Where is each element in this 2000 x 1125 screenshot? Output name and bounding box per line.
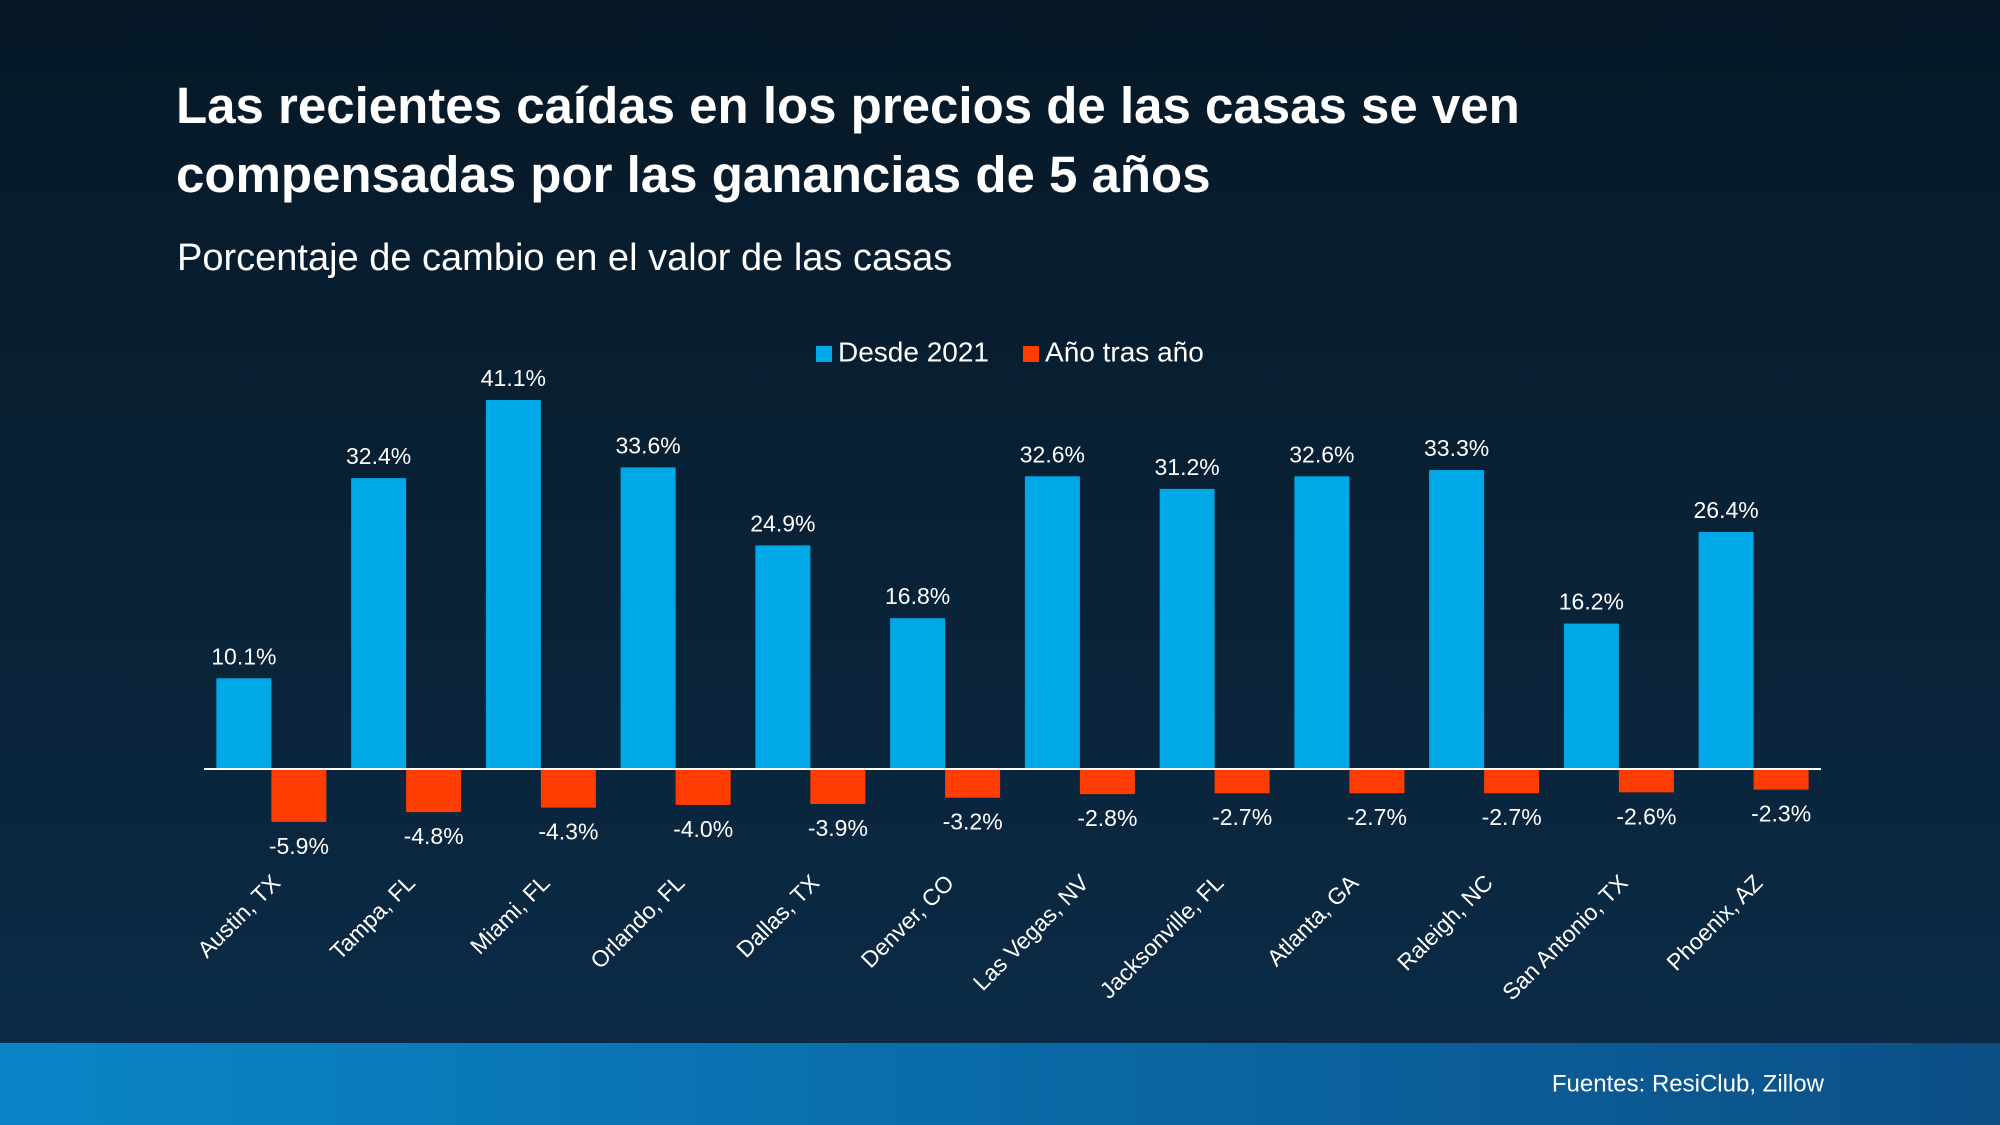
bar (890, 618, 946, 769)
source: Fuentes: ResiClub, Zillow (1552, 1070, 1825, 1097)
chart-title: compensadas por las ganancias de 5 años (176, 146, 1211, 203)
value-label: -3.9% (808, 815, 868, 841)
value-label: -2.7% (1212, 804, 1272, 830)
bar (1159, 488, 1215, 769)
bar (1349, 769, 1405, 794)
value-label: -4.0% (673, 816, 733, 842)
bar (810, 769, 866, 805)
bar (1563, 623, 1619, 769)
value-label: 24.9% (750, 510, 815, 536)
legend-label: Desde 2021 (838, 336, 989, 367)
value-label: 16.8% (885, 583, 950, 609)
bar (675, 769, 731, 805)
value-label: 26.4% (1694, 497, 1759, 523)
bar (485, 400, 541, 769)
bar (1429, 470, 1485, 769)
chart-subtitle: Porcentaje de cambio en el valor de las … (177, 237, 952, 279)
legend-swatch (1023, 346, 1040, 362)
bar (1698, 531, 1754, 769)
value-label: 16.2% (1559, 589, 1624, 615)
bar (1024, 476, 1080, 769)
legend-swatch (816, 346, 832, 362)
value-label: -2.6% (1616, 803, 1676, 829)
bar (540, 769, 596, 808)
value-label: 33.6% (616, 432, 681, 458)
bar (406, 769, 462, 813)
value-label: -2.7% (1347, 804, 1407, 830)
bar (945, 769, 1001, 798)
value-label: -4.3% (538, 819, 598, 845)
value-label: -2.7% (1482, 804, 1542, 830)
legend-label: Año tras año (1045, 336, 1204, 367)
value-label: -2.8% (1077, 805, 1137, 831)
value-label: 31.2% (1155, 454, 1220, 480)
bar (620, 467, 676, 769)
footer-band (0, 1043, 2000, 1125)
bar (755, 545, 811, 769)
chart-title: Las recientes caídas en los precios de l… (176, 77, 1520, 134)
value-label: -3.2% (943, 809, 1003, 835)
bar (1484, 769, 1540, 794)
value-label: -4.8% (404, 823, 464, 849)
bar (1079, 769, 1135, 795)
bar (1618, 769, 1674, 793)
value-label: 32.6% (1289, 441, 1354, 467)
value-label: -5.9% (269, 833, 329, 859)
value-label: 41.1% (481, 365, 546, 391)
bar (271, 769, 327, 822)
value-label: -2.3% (1751, 801, 1811, 827)
bar (351, 478, 407, 769)
bar (1214, 769, 1270, 794)
value-label: 33.3% (1424, 435, 1489, 461)
bar (216, 678, 272, 769)
value-label: 10.1% (211, 643, 276, 669)
value-label: 32.4% (346, 443, 411, 469)
bar (1294, 476, 1350, 769)
value-label: 32.6% (1020, 441, 1085, 467)
bar (1753, 769, 1809, 790)
